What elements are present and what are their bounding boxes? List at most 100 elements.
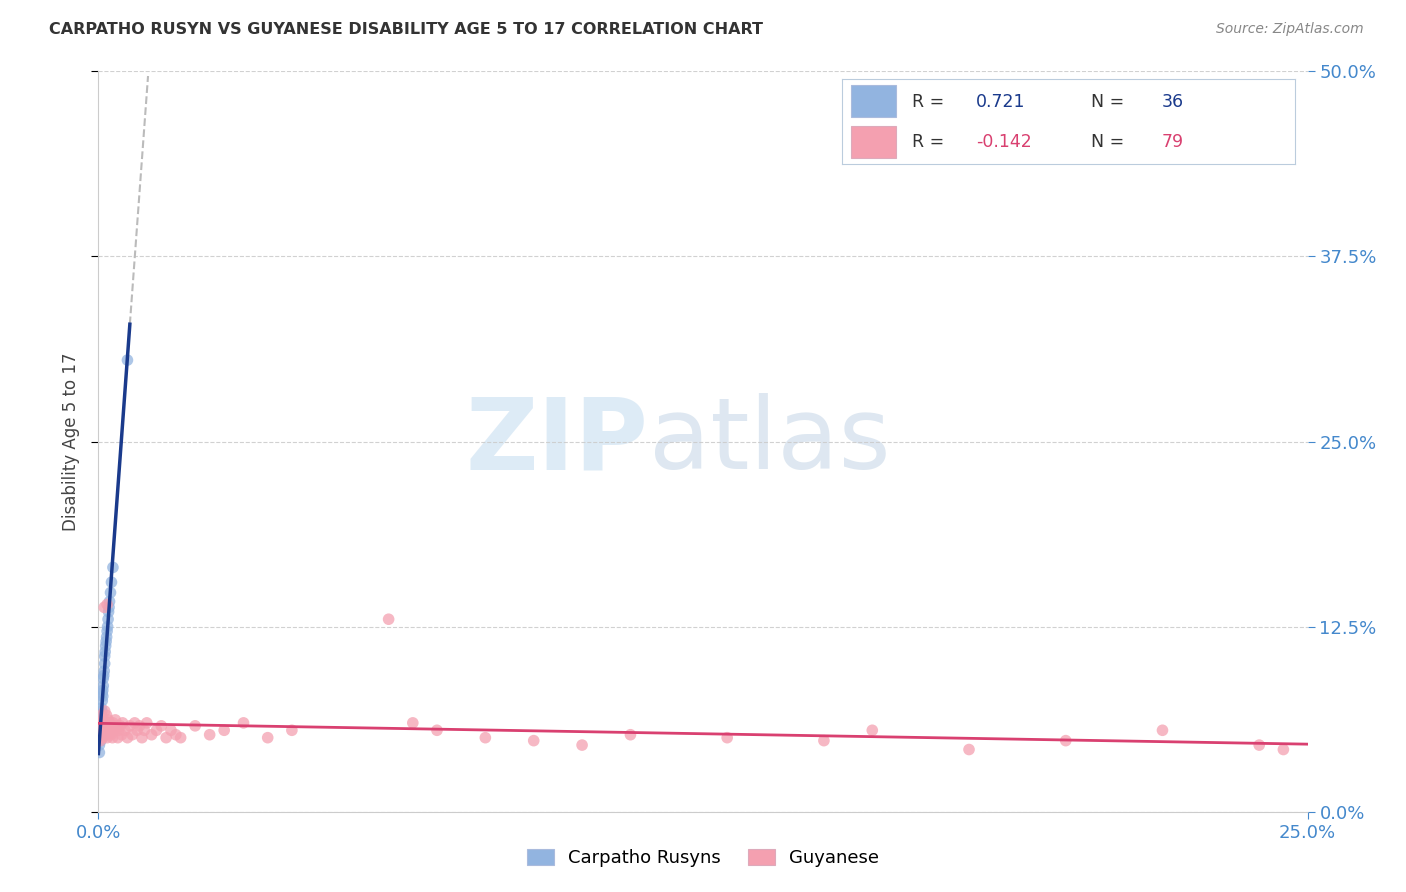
Point — [141, 728, 163, 742]
Point — [101, 560, 124, 574]
Point — [117, 353, 139, 368]
Point — [94, 715, 117, 730]
Point — [94, 728, 117, 742]
Point — [97, 723, 120, 738]
Point — [91, 715, 114, 730]
Point — [90, 728, 112, 742]
Point — [100, 575, 122, 590]
Point — [118, 719, 141, 733]
Point — [212, 723, 235, 738]
Point — [165, 728, 187, 742]
Point — [97, 605, 120, 619]
Point — [957, 742, 980, 756]
Point — [107, 723, 129, 738]
Point — [169, 731, 191, 745]
Point — [232, 715, 254, 730]
Point — [135, 715, 157, 730]
Point — [117, 731, 139, 745]
Point — [100, 720, 122, 734]
Point — [103, 723, 125, 738]
Point — [90, 719, 112, 733]
Point — [93, 664, 115, 678]
Point — [97, 619, 120, 633]
Text: ZIP: ZIP — [465, 393, 648, 490]
Point — [89, 715, 111, 730]
Point — [97, 713, 120, 727]
Point — [93, 713, 115, 727]
Point — [96, 708, 118, 723]
Point — [93, 668, 115, 682]
Point — [89, 723, 111, 738]
Point — [91, 719, 114, 733]
Point — [93, 723, 115, 738]
Point — [1152, 723, 1174, 738]
Point — [89, 731, 111, 745]
Point — [121, 728, 143, 742]
Point — [523, 733, 546, 747]
Point — [89, 723, 111, 738]
Point — [90, 704, 112, 718]
Point — [90, 713, 112, 727]
Point — [716, 731, 738, 745]
Point — [100, 723, 122, 738]
Point — [90, 701, 112, 715]
Point — [127, 723, 149, 738]
Point — [111, 715, 134, 730]
Point — [571, 738, 593, 752]
Point — [184, 719, 207, 733]
Point — [90, 708, 112, 723]
Point — [281, 723, 304, 738]
Point — [96, 630, 118, 644]
Point — [150, 719, 173, 733]
Point — [160, 723, 183, 738]
Point — [90, 708, 112, 723]
Point — [1249, 738, 1271, 752]
Point — [96, 634, 118, 648]
Point — [96, 731, 118, 745]
Point — [155, 731, 177, 745]
Point — [93, 600, 115, 615]
Point — [813, 733, 835, 747]
Point — [98, 726, 121, 740]
Point — [860, 723, 883, 738]
Point — [101, 731, 124, 745]
Legend: Carpatho Rusyns, Guyanese: Carpatho Rusyns, Guyanese — [519, 841, 887, 874]
Point — [94, 645, 117, 659]
Point — [89, 738, 111, 752]
Point — [96, 723, 118, 738]
Point — [90, 733, 112, 747]
Point — [89, 719, 111, 733]
Point — [91, 686, 114, 700]
Point — [100, 585, 122, 599]
Point — [94, 639, 117, 653]
Point — [93, 657, 115, 671]
Point — [107, 731, 129, 745]
Text: atlas: atlas — [648, 393, 890, 490]
Point — [89, 746, 111, 760]
Point — [91, 679, 114, 693]
Point — [96, 598, 118, 612]
Point — [93, 704, 115, 718]
Point — [101, 715, 124, 730]
Point — [89, 733, 111, 747]
Point — [89, 715, 111, 730]
Point — [91, 731, 114, 745]
Point — [474, 731, 496, 745]
Point — [91, 672, 114, 686]
Point — [134, 723, 156, 738]
Point — [104, 713, 127, 727]
Point — [105, 719, 128, 733]
Point — [91, 690, 114, 704]
Point — [96, 624, 118, 638]
Point — [377, 612, 399, 626]
Point — [100, 728, 122, 742]
Y-axis label: Disability Age 5 to 17: Disability Age 5 to 17 — [62, 352, 80, 531]
Point — [90, 723, 112, 738]
Point — [198, 728, 221, 742]
Text: Source: ZipAtlas.com: Source: ZipAtlas.com — [1216, 22, 1364, 37]
Point — [1272, 742, 1295, 756]
Text: CARPATHO RUSYN VS GUYANESE DISABILITY AGE 5 TO 17 CORRELATION CHART: CARPATHO RUSYN VS GUYANESE DISABILITY AG… — [49, 22, 763, 37]
Point — [145, 723, 167, 738]
Point — [111, 728, 134, 742]
Point — [1054, 733, 1077, 747]
